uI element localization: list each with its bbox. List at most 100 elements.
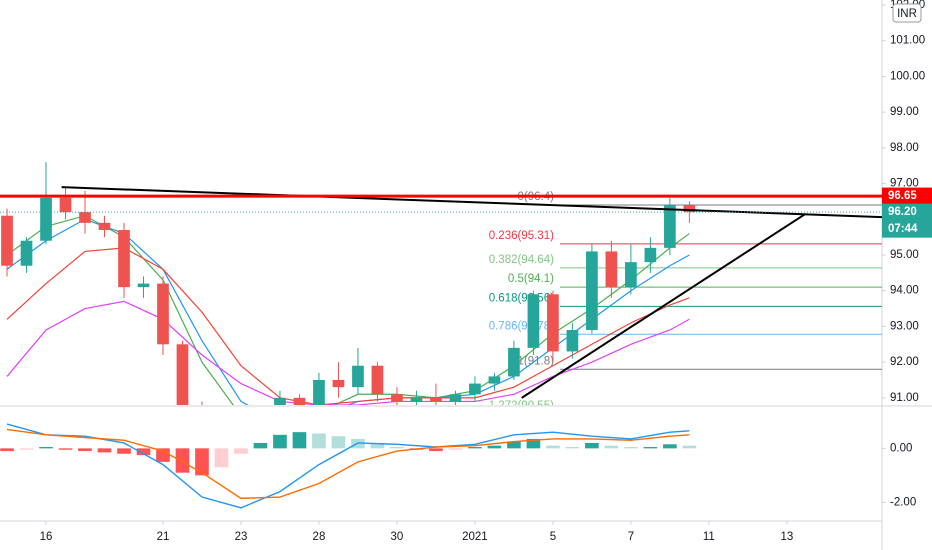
macd-line <box>6 428 690 500</box>
x-tick-label: 16 <box>40 531 53 543</box>
candle-body <box>332 380 345 388</box>
x-tick-label: 28 <box>313 531 326 543</box>
histogram-bar <box>546 445 560 449</box>
candle-body <box>469 383 481 395</box>
candle-body <box>196 412 208 423</box>
histogram-bar <box>0 448 14 452</box>
price-tag-label: 96.65 <box>888 190 917 202</box>
candle-body <box>274 397 286 405</box>
currency[interactable]: INR <box>897 8 917 20</box>
y-tick-label: 94.00 <box>890 285 919 297</box>
candle-body <box>176 344 189 405</box>
histogram-bar <box>195 448 209 476</box>
histogram-bar <box>390 447 404 449</box>
candle-body <box>59 197 72 213</box>
candle-body <box>430 397 442 402</box>
candle-body <box>410 397 423 402</box>
histogram-bar <box>643 447 658 449</box>
histogram-bar <box>429 448 443 452</box>
macd-line <box>6 423 690 509</box>
x-tick-label: 5 <box>550 531 556 543</box>
x-tick-label: 23 <box>235 531 248 543</box>
fib-label: 1.272(90.55) <box>489 400 554 412</box>
y-tick-label: 101.00 <box>890 35 925 47</box>
moving-average <box>6 300 690 405</box>
candle-body <box>157 283 169 345</box>
candle-body <box>391 394 403 402</box>
histogram-bar <box>663 444 677 449</box>
histogram-bar <box>585 442 599 449</box>
candle-body <box>683 205 696 213</box>
axes: 91.0092.0093.0094.0095.0096.0097.0098.00… <box>40 0 932 543</box>
histogram-bar <box>604 445 619 449</box>
histogram-bar <box>156 448 170 462</box>
histogram-bar <box>19 448 34 450</box>
histogram-bar <box>526 438 541 449</box>
candle-body <box>508 347 520 377</box>
candle-body <box>352 365 364 388</box>
histogram-bar <box>253 442 268 449</box>
histogram-bar <box>370 442 385 449</box>
price-tag-label: 96.20 <box>888 206 917 218</box>
candle-body <box>255 416 267 434</box>
fib-label: 0.618(93.56) <box>489 292 554 304</box>
candle-body <box>488 376 501 384</box>
fib-label: 0.382(94.64) <box>489 254 554 266</box>
histogram-bar <box>78 448 92 452</box>
price-tag <box>882 203 932 238</box>
candle-body <box>644 247 657 263</box>
histogram-bar <box>234 448 248 454</box>
x-tick-label: 13 <box>780 531 793 543</box>
y-tick-label: 93.00 <box>890 320 919 332</box>
x-tick-label: 30 <box>391 531 404 543</box>
y-tick-label: 92.00 <box>890 356 919 368</box>
macd-panel <box>0 423 697 509</box>
trendline <box>61 186 882 219</box>
candle-body <box>293 397 306 405</box>
y-tick-label: 0.00 <box>890 442 912 454</box>
candle-body <box>313 380 325 405</box>
y-tick-label: 100.00 <box>890 70 925 82</box>
histogram-bar <box>292 432 307 449</box>
histogram-bar <box>97 448 112 453</box>
candle-body <box>79 212 91 223</box>
x-tick-label: 7 <box>628 531 634 543</box>
histogram-bar <box>624 447 638 449</box>
candle-body <box>449 394 462 402</box>
candle-body <box>605 251 618 288</box>
candle-body <box>235 426 247 433</box>
price-panel: 0(96.4)0.236(95.31)0.382(94.64)0.5(94.1)… <box>0 162 882 434</box>
candle-body <box>118 230 130 288</box>
trendline <box>521 213 806 399</box>
countdown: 07:44 <box>888 223 918 235</box>
candle-body <box>371 365 384 395</box>
candle-body <box>40 197 52 241</box>
y-tick-label: 95.00 <box>890 249 919 261</box>
histogram-bar <box>682 445 697 449</box>
histogram-bar <box>58 448 73 450</box>
candle-body <box>527 294 540 348</box>
x-tick-label: 21 <box>157 531 170 543</box>
y-tick-label: 91.00 <box>890 392 919 404</box>
histogram-bar <box>273 434 287 449</box>
histogram-bar <box>487 445 502 449</box>
candle-body <box>547 294 559 352</box>
fib-label: 0.786(92.78) <box>489 320 554 332</box>
candle-body <box>625 262 637 288</box>
candle-body <box>98 222 111 230</box>
x-tick-label: 11 <box>703 531 715 543</box>
histogram-bar <box>175 448 190 473</box>
currency-box[interactable] <box>892 3 922 23</box>
candle-body <box>566 330 579 352</box>
price-tag <box>882 187 932 205</box>
fib-label: 0.5(94.1) <box>508 273 554 285</box>
candle-body <box>1 215 13 266</box>
y-tick-label: 98.00 <box>890 142 919 154</box>
histogram-bar <box>117 448 131 454</box>
histogram-bar <box>136 448 151 456</box>
histogram-bar <box>565 447 580 449</box>
candle-body <box>664 205 676 248</box>
y-tick-label: 99.00 <box>890 106 919 118</box>
histogram-bar <box>331 436 346 449</box>
